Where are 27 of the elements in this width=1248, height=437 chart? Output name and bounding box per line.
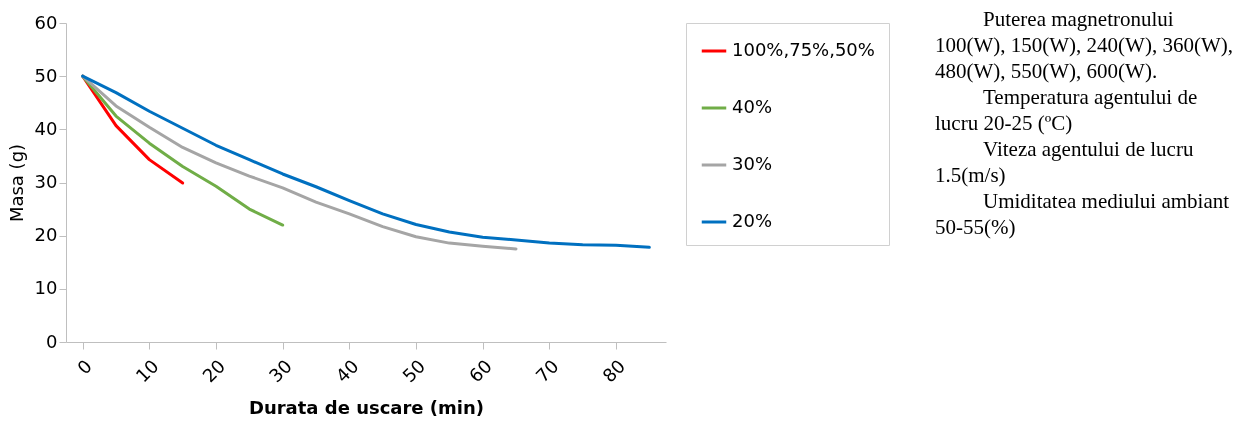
y-tick-label: 60 bbox=[34, 11, 58, 33]
x-tick-label: 0 bbox=[72, 355, 96, 379]
y-tick-label: 50 bbox=[34, 64, 58, 86]
y-tick-label: 20 bbox=[34, 224, 58, 246]
text: Puterea magnetronului 100(W), 150(W), 240(W), 360(W), 480(W), 550(W), 600(W). bbox=[935, 6, 1234, 84]
x-tick-label: 70 bbox=[531, 355, 563, 387]
x-tick-label: 80 bbox=[598, 355, 630, 387]
legend-label: 20% bbox=[732, 210, 773, 231]
x-tick-label: 50 bbox=[398, 355, 430, 387]
text: Temperatura agentului de lucru 20-25 (ºC) bbox=[935, 84, 1199, 136]
x-tick-label: 40 bbox=[331, 355, 363, 387]
legend-label: 30% bbox=[732, 153, 773, 174]
text: Viteza agentului de lucru 1.5(m/s) bbox=[935, 136, 1195, 188]
x-tick-label: 20 bbox=[198, 355, 230, 387]
y-tick-label: 10 bbox=[34, 277, 58, 299]
legend-label: 40% bbox=[732, 96, 773, 117]
x-axis-title: Durata de uscare (min) bbox=[248, 397, 485, 419]
y-axis-title: Masa (g) bbox=[5, 143, 27, 223]
x-tick-label: 30 bbox=[264, 355, 296, 387]
text: Umiditatea mediului ambiant 50-55(%) bbox=[935, 188, 1231, 240]
x-tick-label: 60 bbox=[464, 355, 496, 387]
y-tick-label: 40 bbox=[34, 117, 58, 139]
line-series bbox=[81, 74, 651, 249]
legend-label: 100%,75%,50% bbox=[732, 39, 875, 60]
y-tick-label: 0 bbox=[46, 330, 58, 352]
x-tick-label: 10 bbox=[131, 355, 163, 387]
y-tick-label: 30 bbox=[34, 171, 58, 192]
